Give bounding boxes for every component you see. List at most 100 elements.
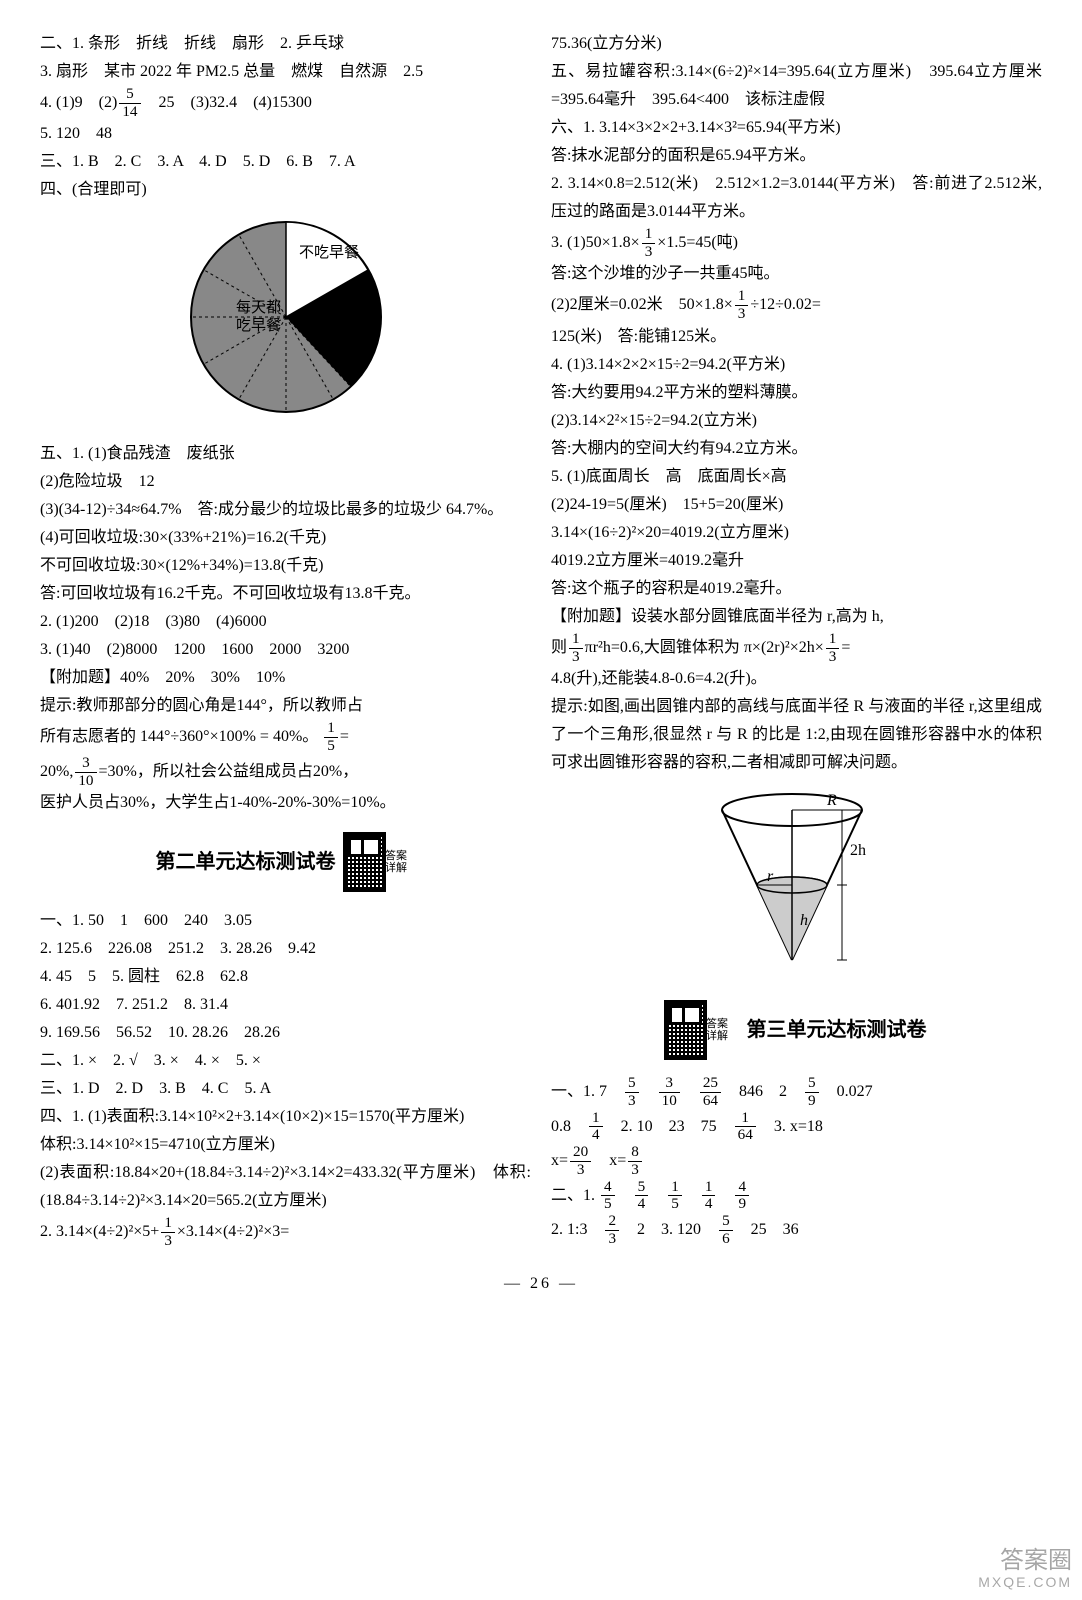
t: ÷12÷0.02= (750, 296, 821, 313)
text: 答:大约要用94.2平方米的塑料薄膜。 (551, 379, 1042, 407)
text: (2)危险垃圾 12 (40, 468, 531, 496)
text: 二、1. 45 54 15 14 49 (551, 1179, 1042, 1213)
pie-label: 每天都 (236, 299, 281, 316)
t: ×3.14×(4÷2)²×3= (177, 1223, 289, 1240)
t: ×1.5=45(吨) (657, 234, 738, 251)
text: 答:抹水泥部分的面积是65.94平方米。 (551, 142, 1042, 170)
text: 2. 1:3 23 2 3. 120 56 25 36 (551, 1213, 1042, 1247)
text: 四、1. (1)表面积:3.14×10²×2+3.14×(10×2)×15=15… (40, 1103, 531, 1131)
t: 3. x=18 (758, 1118, 823, 1135)
page-number: — 26 — (40, 1270, 1042, 1298)
text: 一、1. 7 53 310 2564 846 2 59 0.027 (551, 1075, 1042, 1109)
fraction: 15 (324, 720, 338, 754)
text: 2. 3.14×(4÷2)²×5+13×3.14×(4÷2)²×3= (40, 1215, 531, 1249)
t: 20%, (40, 763, 73, 780)
fraction: 13 (735, 288, 749, 322)
text: 4. (1)9 (2)514 25 (3)32.4 (4)15300 (40, 86, 531, 120)
pie-label: 吃早餐 (236, 317, 281, 334)
unit2-title: 第二单元达标测试卷 (156, 845, 336, 880)
text: 4. (1)3.14×2×2×15÷2=94.2(平方米) (551, 351, 1042, 379)
t: 则 (551, 639, 567, 656)
fraction: 13 (642, 226, 656, 260)
label-2h: 2h (850, 842, 866, 859)
fraction: 45 (601, 1179, 615, 1213)
pie-chart: 每天都 吃早餐 不吃早餐 (40, 212, 531, 432)
text: 提示:如图,画出圆锥内部的高线与底面半径 R 与液面的半径 r,这里组成了一个三… (551, 693, 1042, 777)
fraction: 15 (668, 1179, 682, 1213)
fraction: 49 (735, 1179, 749, 1213)
text: 6. 401.92 7. 251.2 8. 31.4 (40, 991, 531, 1019)
text: 答:可回收垃圾有16.2千克。不可回收垃圾有13.8千克。 (40, 580, 531, 608)
fraction: 83 (628, 1144, 642, 1178)
watermark: 答案圈 MXQE.COM (978, 1548, 1072, 1590)
t: 25 36 (735, 1221, 799, 1238)
text: (3)(34-12)÷34≈64.7% 答:成分最少的垃圾比最多的垃圾少 64.… (40, 496, 531, 524)
qr-label: 答案详解 (706, 1018, 737, 1042)
t: 一、1. 7 (551, 1083, 623, 1100)
fraction: 2564 (700, 1075, 721, 1109)
text: 答:这个沙堆的沙子一共重45吨。 (551, 260, 1042, 288)
t: 2. 1:3 (551, 1221, 603, 1238)
qr-code: 答案详解 (667, 995, 737, 1065)
fraction: 54 (635, 1179, 649, 1213)
t: 二、1. (551, 1187, 599, 1204)
fraction: 203 (570, 1144, 591, 1178)
text: 则13πr²h=0.6,大圆锥体积为 π×(2r)²×2h×13= (551, 631, 1042, 665)
t: 所有志愿者的 144°÷360°×100% = 40%。 (40, 728, 318, 745)
t: 0.8 (551, 1118, 587, 1135)
watermark-line1: 答案圈 (978, 1548, 1072, 1574)
text: 2. (1)200 (2)18 (3)80 (4)6000 (40, 608, 531, 636)
fraction: 14 (589, 1110, 603, 1144)
text: 0.8 14 2. 10 23 75 164 3. x=18 (551, 1110, 1042, 1144)
text: 4.8(升),还能装4.8-0.6=4.2(升)。 (551, 665, 1042, 693)
text: 五、1. (1)食品残渣 废纸张 (40, 440, 531, 468)
right-column: 75.36(立方分米) 五、易拉罐容积:3.14×(6÷2)²×14=395.6… (551, 30, 1042, 1250)
t: =30%，所以社会公益组成员占20%， (99, 763, 359, 780)
text: 4019.2立方厘米=4019.2毫升 (551, 547, 1042, 575)
cone-diagram: R r 2h h (551, 785, 1042, 985)
fraction: 310 (75, 755, 96, 789)
text: (2)表面积:18.84×20+(18.84÷3.14÷2)²×3.14×2=4… (40, 1159, 531, 1215)
fraction: 59 (805, 1075, 819, 1109)
text: 2. 125.6 226.08 251.2 3. 28.26 9.42 (40, 935, 531, 963)
fraction: 514 (119, 86, 140, 120)
unit2-title-row: 第二单元达标测试卷 答案详解 (40, 827, 531, 897)
text: 二、1. × 2. √ 3. × 4. × 5. × (40, 1047, 531, 1075)
text: x=203 x=83 (551, 1144, 1042, 1178)
fraction: 310 (659, 1075, 680, 1109)
t: 846 2 (723, 1083, 803, 1100)
label-h: h (800, 912, 808, 929)
text: 五、易拉罐容积:3.14×(6÷2)²×14=395.64(立方厘米) 395.… (551, 58, 1042, 114)
t: = (340, 728, 349, 745)
t: 4. (1)9 (2) (40, 94, 117, 111)
text: 20%,310=30%，所以社会公益组成员占20%， (40, 755, 531, 789)
pie-label: 不吃早餐 (299, 244, 359, 261)
t: 3. (1)50×1.8× (551, 234, 640, 251)
text: 六、1. 3.14×3×2×2+3.14×3²=65.94(平方米) (551, 114, 1042, 142)
text: 5. 120 48 (40, 120, 531, 148)
unit3-title-row: 答案详解 第三单元达标测试卷 (551, 995, 1042, 1065)
fraction: 13 (826, 631, 840, 665)
text: 【附加题】40% 20% 30% 10% (40, 664, 531, 692)
text: 二、1. 条形 折线 折线 扇形 2. 乒乓球 (40, 30, 531, 58)
text: 75.36(立方分米) (551, 30, 1042, 58)
t: 25 (3)32.4 (4)15300 (143, 94, 312, 111)
fraction: 14 (702, 1179, 716, 1213)
text: 【附加题】设装水部分圆锥底面半径为 r,高为 h, (551, 603, 1042, 631)
text: 医护人员占30%，大学生占1-40%-20%-30%=10%。 (40, 789, 531, 817)
t: x= (551, 1152, 568, 1169)
text: 提示:教师那部分的圆心角是144°，所以教师占 (40, 692, 531, 720)
label-R: R (826, 792, 837, 809)
text: 3. (1)40 (2)8000 1200 1600 2000 3200 (40, 636, 531, 664)
t: x= (593, 1152, 626, 1169)
t: 2. 3.14×(4÷2)²×5+ (40, 1223, 159, 1240)
fraction: 13 (569, 631, 583, 665)
fraction: 53 (625, 1075, 639, 1109)
unit3-title: 第三单元达标测试卷 (747, 1013, 927, 1048)
qr-code: 答案详解 (346, 827, 416, 897)
text: 四、(合理即可) (40, 176, 531, 204)
text: (2)24-19=5(厘米) 15+5=20(厘米) (551, 491, 1042, 519)
text: 体积:3.14×10²×15=4710(立方厘米) (40, 1131, 531, 1159)
fraction: 23 (605, 1213, 619, 1247)
text: 9. 169.56 56.52 10. 28.26 28.26 (40, 1019, 531, 1047)
